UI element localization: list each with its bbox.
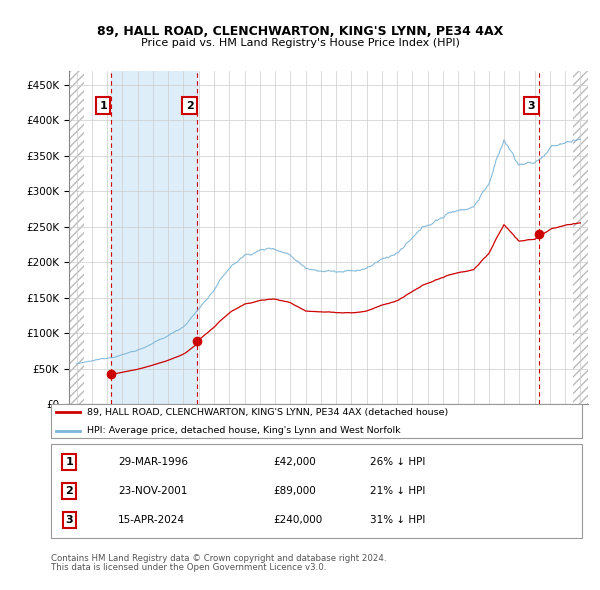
- Bar: [69, 71, 84, 404]
- Bar: [69, 71, 84, 404]
- Text: 3: 3: [527, 101, 535, 111]
- Text: 26% ↓ HPI: 26% ↓ HPI: [370, 457, 425, 467]
- Text: 89, HALL ROAD, CLENCHWARTON, KING'S LYNN, PE34 4AX: 89, HALL ROAD, CLENCHWARTON, KING'S LYNN…: [97, 25, 503, 38]
- Text: 29-MAR-1996: 29-MAR-1996: [118, 457, 188, 467]
- Text: Contains HM Land Registry data © Crown copyright and database right 2024.: Contains HM Land Registry data © Crown c…: [51, 553, 386, 563]
- FancyBboxPatch shape: [50, 404, 583, 438]
- Text: HPI: Average price, detached house, King's Lynn and West Norfolk: HPI: Average price, detached house, King…: [86, 426, 400, 435]
- Text: 23-NOV-2001: 23-NOV-2001: [118, 486, 187, 496]
- Text: This data is licensed under the Open Government Licence v3.0.: This data is licensed under the Open Gov…: [51, 563, 326, 572]
- Text: 21% ↓ HPI: 21% ↓ HPI: [370, 486, 425, 496]
- Text: £42,000: £42,000: [274, 457, 316, 467]
- Text: 89, HALL ROAD, CLENCHWARTON, KING'S LYNN, PE34 4AX (detached house): 89, HALL ROAD, CLENCHWARTON, KING'S LYNN…: [86, 408, 448, 417]
- Text: Price paid vs. HM Land Registry's House Price Index (HPI): Price paid vs. HM Land Registry's House …: [140, 38, 460, 48]
- Bar: [573, 71, 588, 404]
- Text: 1: 1: [100, 101, 107, 111]
- Text: 1: 1: [65, 457, 73, 467]
- Text: £89,000: £89,000: [274, 486, 316, 496]
- Text: 2: 2: [65, 486, 73, 496]
- Text: 3: 3: [65, 516, 73, 525]
- Bar: [573, 71, 588, 404]
- Bar: [111, 71, 197, 404]
- Text: 2: 2: [186, 101, 193, 111]
- Text: 15-APR-2024: 15-APR-2024: [118, 516, 185, 525]
- FancyBboxPatch shape: [50, 444, 583, 538]
- Text: 31% ↓ HPI: 31% ↓ HPI: [370, 516, 425, 525]
- Text: £240,000: £240,000: [274, 516, 323, 525]
